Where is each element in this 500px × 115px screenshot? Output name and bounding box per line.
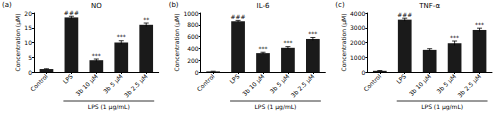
svg-text:###: ### (64, 9, 79, 16)
svg-text:###: ### (231, 13, 246, 20)
svg-text:15: 15 (24, 24, 32, 31)
svg-text:0: 0 (195, 69, 199, 76)
svg-text:5: 5 (28, 54, 32, 61)
svg-text:***: *** (450, 34, 459, 41)
svg-text:###: ### (397, 11, 412, 18)
svg-text:(a): (a) (2, 1, 12, 9)
svg-text:3b 2.5 μM: 3b 2.5 μM (456, 73, 483, 100)
svg-text:800: 800 (187, 21, 199, 28)
svg-text:3000: 3000 (350, 24, 365, 31)
svg-text:10: 10 (24, 39, 32, 46)
svg-text:**: ** (143, 16, 149, 23)
svg-text:***: *** (117, 33, 126, 40)
svg-text:400: 400 (187, 45, 199, 52)
svg-text:Control: Control (195, 72, 215, 92)
svg-text:20: 20 (24, 10, 32, 17)
svg-text:1000: 1000 (183, 10, 198, 17)
svg-text:Concentration (μM): Concentration (μM) (173, 13, 181, 71)
svg-text:1000: 1000 (350, 54, 365, 61)
svg-text:(c): (c) (335, 1, 345, 9)
svg-text:Control: Control (362, 72, 382, 92)
svg-text:LPS (1 μg/mL): LPS (1 μg/mL) (255, 103, 297, 111)
svg-text:3b 10 μM: 3b 10 μM (74, 73, 99, 98)
svg-text:3b 5 μM: 3b 5 μM (102, 73, 125, 96)
svg-text:3b 10 μM: 3b 10 μM (407, 73, 432, 98)
svg-text:3b 2.5 μM: 3b 2.5 μM (289, 73, 316, 100)
svg-text:(b): (b) (169, 1, 179, 9)
svg-text:LPS: LPS (61, 72, 74, 85)
svg-text:Concentration (μM): Concentration (μM) (340, 13, 348, 71)
svg-text:LPS: LPS (395, 72, 408, 85)
svg-text:3b 5 μM: 3b 5 μM (435, 73, 458, 96)
svg-text:TNF-α: TNF-α (418, 2, 440, 10)
svg-text:3b 2.5 μM: 3b 2.5 μM (123, 73, 150, 100)
svg-text:0: 0 (362, 69, 366, 76)
svg-text:LPS (1 μg/mL): LPS (1 μg/mL) (421, 103, 463, 111)
svg-text:0: 0 (28, 69, 32, 76)
svg-text:***: *** (475, 21, 484, 28)
svg-text:3b 10 μM: 3b 10 μM (241, 73, 266, 98)
svg-text:Concentration (μM): Concentration (μM) (14, 13, 22, 71)
svg-text:LPS: LPS (228, 72, 241, 85)
svg-text:***: *** (259, 45, 268, 52)
svg-text:***: *** (92, 52, 101, 59)
svg-text:Control: Control (29, 72, 49, 92)
svg-text:LPS (1 μg/mL): LPS (1 μg/mL) (88, 103, 130, 111)
svg-text:3b 5 μM: 3b 5 μM (268, 73, 291, 96)
svg-text:2000: 2000 (350, 39, 365, 46)
svg-text:600: 600 (187, 33, 199, 40)
svg-text:IL-6: IL-6 (257, 2, 270, 10)
svg-text:200: 200 (187, 57, 199, 64)
svg-text:4000: 4000 (350, 10, 365, 17)
svg-text:***: *** (308, 30, 317, 37)
svg-text:***: *** (283, 39, 292, 46)
svg-text:NO: NO (91, 2, 102, 10)
